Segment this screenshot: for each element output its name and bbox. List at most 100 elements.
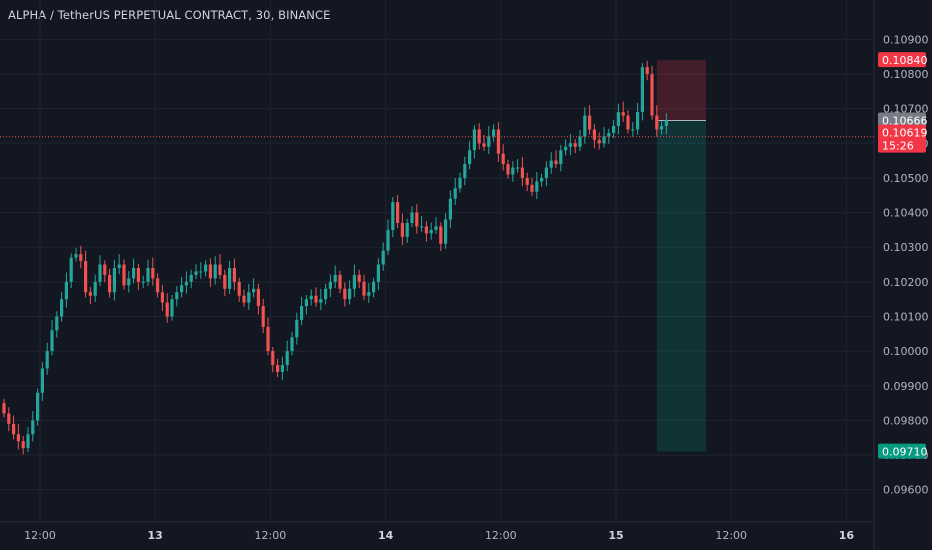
candle-body (165, 302, 169, 317)
candle-body (194, 271, 198, 275)
last-price-tag (878, 124, 926, 153)
candle (31, 411, 35, 442)
candle-body (655, 115, 659, 130)
candle (60, 291, 64, 322)
candle-body (213, 264, 217, 279)
candle (237, 277, 241, 302)
candle (640, 62, 644, 121)
candle-body (439, 226, 443, 244)
candle (64, 272, 68, 308)
candle (180, 277, 184, 298)
candle (324, 283, 328, 305)
candle (319, 288, 323, 310)
candle (141, 275, 145, 289)
candle (564, 139, 568, 156)
candle-body (636, 112, 640, 130)
candle-body (146, 268, 150, 282)
candle (487, 125, 491, 155)
candle-body (434, 226, 438, 230)
candle-body (98, 264, 102, 282)
y-tick-label: 0.10200 (883, 276, 929, 289)
candle-body (60, 299, 64, 317)
candle (492, 124, 496, 142)
candle (84, 250, 88, 298)
y-tick-label: 0.09600 (883, 484, 929, 497)
stop-loss-zone (657, 60, 706, 121)
candle-body (175, 292, 179, 300)
candle-body (2, 403, 6, 414)
y-tick-label: 0.10900 (883, 33, 929, 46)
candle (568, 133, 572, 156)
candle-body (204, 264, 208, 272)
candle-body (108, 274, 112, 293)
candle (660, 120, 664, 135)
candle (285, 340, 289, 372)
candle-body (506, 164, 510, 175)
candle-body (559, 150, 563, 165)
candle-body (55, 316, 59, 331)
candle-body (319, 299, 323, 303)
grid-lines (0, 0, 875, 550)
candle (93, 274, 97, 302)
candle-body (386, 229, 390, 251)
candle (578, 130, 582, 151)
candle (156, 273, 160, 298)
candle-body (151, 268, 155, 279)
x-tick-label: 12:00 (715, 529, 747, 542)
last-price-tag-countdown: 15:26 (882, 140, 914, 153)
candle (79, 245, 83, 269)
candle-body (160, 292, 164, 303)
candle-body (333, 274, 337, 282)
candle-body (199, 271, 203, 273)
candle-body (511, 167, 515, 175)
candle (69, 253, 73, 289)
candle (194, 264, 198, 280)
candle (664, 113, 668, 135)
candle (583, 107, 587, 144)
candle (333, 265, 337, 289)
candle (477, 123, 481, 150)
candle-body (16, 434, 20, 442)
candle (218, 254, 222, 280)
target-price-tag-text: 0.09710 (882, 446, 928, 459)
candle (631, 122, 635, 137)
candle-body (381, 250, 385, 265)
candle-body (660, 125, 664, 130)
candle (232, 258, 236, 291)
candle (117, 254, 121, 275)
chart-title: ALPHA / TetherUS PERPETUAL CONTRACT, 30,… (8, 8, 331, 22)
candle (36, 388, 40, 426)
x-tick-label: 13 (148, 529, 163, 542)
target-price-tag (878, 443, 926, 459)
candle (549, 152, 553, 174)
x-tick-label: 12:00 (485, 529, 517, 542)
candle (98, 255, 102, 287)
candle-body (180, 285, 184, 293)
candle-body (362, 281, 366, 296)
candle-body (242, 295, 246, 303)
candle-body (626, 115, 630, 130)
candle (223, 269, 227, 297)
candle-body (420, 226, 424, 228)
candle-body (458, 177, 462, 189)
candle-body (372, 281, 376, 293)
x-tick-label: 12:00 (24, 529, 56, 542)
candle (348, 280, 352, 305)
candle-body (280, 364, 284, 372)
candle (357, 269, 361, 289)
candle-body (640, 67, 644, 113)
candle (108, 268, 112, 298)
candle-body (573, 143, 577, 147)
candle (7, 407, 11, 432)
candle-body (141, 281, 145, 283)
candle-body (156, 278, 160, 293)
candle (472, 125, 476, 159)
candle (410, 206, 414, 228)
y-tick-label: 0.09800 (883, 414, 929, 427)
candle (21, 435, 25, 455)
candle (132, 258, 136, 284)
candle-body (520, 167, 524, 178)
candle-body (7, 413, 11, 424)
